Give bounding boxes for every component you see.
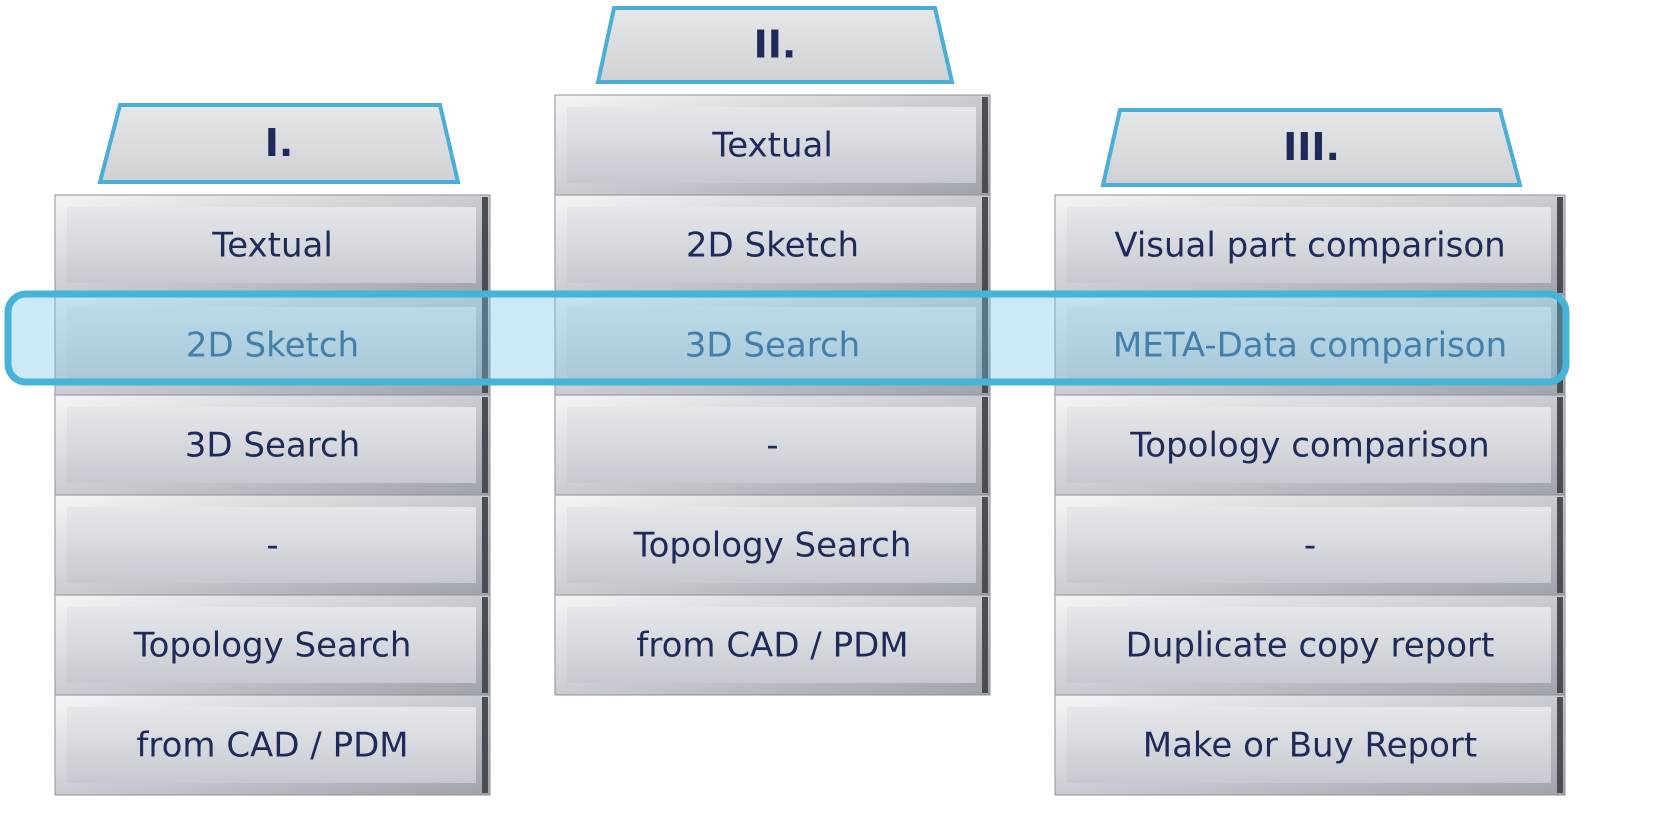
cell-shadow	[1557, 197, 1563, 293]
cell-face	[567, 207, 976, 283]
cell-face	[1067, 707, 1551, 783]
cell-label: META-Data comparison	[1113, 326, 1507, 366]
cell-shadow	[482, 497, 488, 593]
cell-shadow	[482, 297, 488, 393]
cell-label: Textual	[711, 126, 833, 166]
cell-face	[1067, 607, 1551, 683]
cell-shadow	[482, 397, 488, 493]
cell-face	[67, 507, 476, 583]
column-header: III.	[1283, 125, 1340, 169]
cell-shadow	[982, 97, 988, 193]
cell-label: -	[266, 526, 278, 566]
cell-label: 3D Search	[185, 426, 360, 466]
cell-label: 2D Sketch	[686, 226, 859, 266]
cell-shadow	[982, 297, 988, 393]
cell-shadow	[1557, 597, 1563, 693]
cell-label: Topology Search	[133, 626, 412, 666]
cell-label: -	[1304, 526, 1316, 566]
cell-face	[1067, 207, 1551, 283]
cell-shadow	[1557, 697, 1563, 793]
cell-face	[67, 207, 476, 283]
cell-label: Textual	[211, 226, 333, 266]
cell-shadow	[1557, 297, 1563, 393]
cell-face	[567, 407, 976, 483]
header-tab	[97, 103, 461, 184]
cell-label: Topology Search	[633, 526, 912, 566]
cell-label: Duplicate copy report	[1126, 626, 1495, 666]
cell-label: -	[766, 426, 778, 466]
column-header: II.	[754, 23, 797, 67]
cell-shadow	[482, 197, 488, 293]
cell-face	[67, 707, 476, 783]
cell-face	[1067, 307, 1551, 383]
cell-face	[1067, 407, 1551, 483]
cell-shadow	[482, 597, 488, 693]
cell-shadow	[982, 597, 988, 693]
cell-face	[67, 607, 476, 683]
cell-label: from CAD / PDM	[136, 726, 408, 766]
cell-shadow	[482, 697, 488, 793]
cell-face	[567, 507, 976, 583]
highlight-band	[4, 290, 1570, 386]
cell-label: 3D Search	[685, 326, 860, 366]
column: II. Textual 2D Sketch 3D Search - Topology Se…	[554, 6, 991, 696]
column-header: I.	[265, 121, 294, 165]
cell-label: Visual part comparison	[1114, 226, 1505, 266]
cell-shadow	[982, 197, 988, 293]
column: III. Visual part comparison META-Data comp…	[1054, 108, 1566, 796]
cell-shadow	[982, 497, 988, 593]
cell-face	[67, 307, 476, 383]
cell-face	[567, 307, 976, 383]
cell-shadow	[1557, 397, 1563, 493]
header-tab	[1100, 108, 1523, 187]
cell-face	[67, 407, 476, 483]
cell-face	[1067, 507, 1551, 583]
cell-shadow	[982, 397, 988, 493]
cell-face	[567, 607, 976, 683]
cell-face	[567, 107, 976, 183]
column: I. Textual 2D Sketch 3D Search - Topology Sea…	[54, 103, 491, 796]
cell-label: Topology comparison	[1129, 426, 1489, 466]
cell-shadow	[1557, 497, 1563, 593]
cell-label: Make or Buy Report	[1143, 726, 1477, 766]
cell-label: from CAD / PDM	[636, 626, 908, 666]
cell-label: 2D Sketch	[186, 326, 359, 366]
header-tab	[595, 6, 955, 84]
